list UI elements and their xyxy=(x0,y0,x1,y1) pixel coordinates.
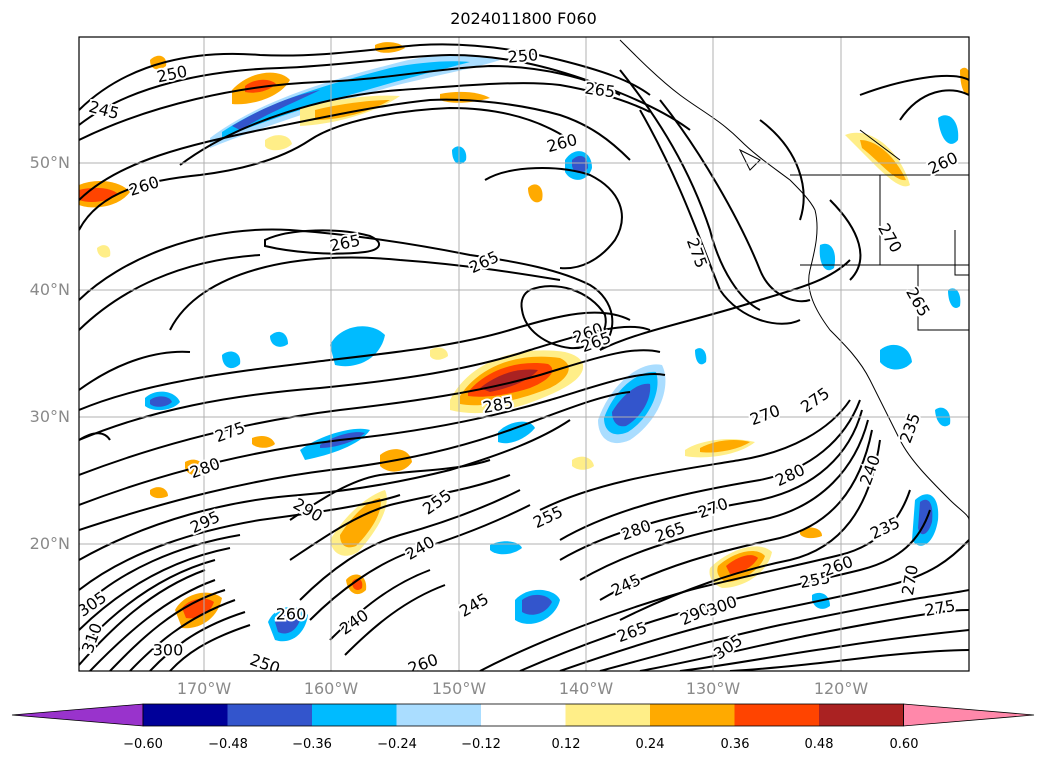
colorbar-swatch xyxy=(143,704,228,726)
contour-label: 280 xyxy=(187,454,222,482)
colorbar-swatch xyxy=(481,704,566,726)
contour-label: 300 xyxy=(704,592,739,620)
lon-label: 170°W xyxy=(176,679,232,698)
colorbar-tick: 0.48 xyxy=(804,737,834,752)
colorbar-tick: −0.12 xyxy=(461,737,501,752)
contour-label: 235 xyxy=(896,410,924,445)
contour-label: 250 xyxy=(247,650,282,678)
contour-label: 250 xyxy=(507,45,539,67)
colorbar-tick: −0.48 xyxy=(208,737,248,752)
contour-label: 265 xyxy=(466,247,502,277)
contour-label: 260 xyxy=(405,650,440,678)
colorbar-tick: −0.36 xyxy=(292,737,332,752)
lat-label: 50°N xyxy=(29,153,70,172)
contour-label: 305 xyxy=(710,630,746,663)
map-frame xyxy=(78,36,970,672)
contour-label: 260 xyxy=(127,172,162,200)
lat-label: 20°N xyxy=(29,534,70,553)
colorbar-tick: −0.24 xyxy=(377,737,417,752)
colorbar-swatch xyxy=(312,704,397,726)
contour-label: 275 xyxy=(212,418,247,446)
lon-label: 130°W xyxy=(685,679,741,698)
contour-label: 270 xyxy=(898,563,922,596)
graticule xyxy=(79,37,969,671)
contour-label: 240 xyxy=(856,452,884,487)
contour-label: 270 xyxy=(747,401,782,429)
contour-label: 285 xyxy=(481,393,514,417)
contour-label: 260 xyxy=(820,552,855,580)
colorbar-tick: 0.24 xyxy=(635,737,665,752)
colorbar-tick: 0.12 xyxy=(551,737,581,752)
colorbar-frame xyxy=(142,703,904,727)
colorbar-extend-high xyxy=(903,703,1035,727)
lat-label: 30°N xyxy=(29,407,70,426)
contour-label: 300 xyxy=(153,641,184,660)
colorbar-swatch xyxy=(396,704,482,726)
map-title: 2024011800 F060 xyxy=(450,9,597,28)
colorbar-swatch xyxy=(565,704,651,726)
contour-label: 265 xyxy=(584,78,617,101)
colorbar xyxy=(11,703,1035,727)
contour-label: 280 xyxy=(618,516,653,544)
contour-label: 275 xyxy=(923,596,956,620)
contour-label: 270 xyxy=(695,494,730,522)
lon-label: 140°W xyxy=(558,679,614,698)
colorbar-extend-low xyxy=(11,703,144,727)
colorbar-swatch xyxy=(734,704,820,726)
colorbar-tick: 0.36 xyxy=(720,737,750,752)
colorbar-swatch xyxy=(650,704,735,726)
colorbar-tick: −0.60 xyxy=(123,737,163,752)
contour-label: 275 xyxy=(683,235,711,270)
contour-label: 245 xyxy=(456,589,492,621)
lon-label: 160°W xyxy=(303,679,359,698)
colorbar-tick: 0.60 xyxy=(889,737,919,752)
contour-label: 260 xyxy=(925,148,961,178)
contour-label: 255 xyxy=(419,485,455,518)
colorbar-swatch xyxy=(227,704,313,726)
contour-label: 240 xyxy=(402,532,438,564)
height-contours xyxy=(79,43,969,671)
colorbar-swatch xyxy=(819,704,904,726)
contour-label: 245 xyxy=(608,570,644,600)
contour-label: 245 xyxy=(87,97,121,123)
lon-label: 120°W xyxy=(813,679,869,698)
contour-label: 275 xyxy=(797,383,833,416)
contour-label: 265 xyxy=(614,618,649,646)
contour-label: 255 xyxy=(530,502,566,532)
lon-label: 150°W xyxy=(431,679,487,698)
contour-label: 265 xyxy=(902,284,934,320)
lat-label: 40°N xyxy=(29,280,70,299)
contour-label: 270 xyxy=(874,220,906,256)
coastlines xyxy=(619,39,969,521)
contour-label: 260 xyxy=(276,605,307,624)
contour-label: 290 xyxy=(290,494,326,526)
